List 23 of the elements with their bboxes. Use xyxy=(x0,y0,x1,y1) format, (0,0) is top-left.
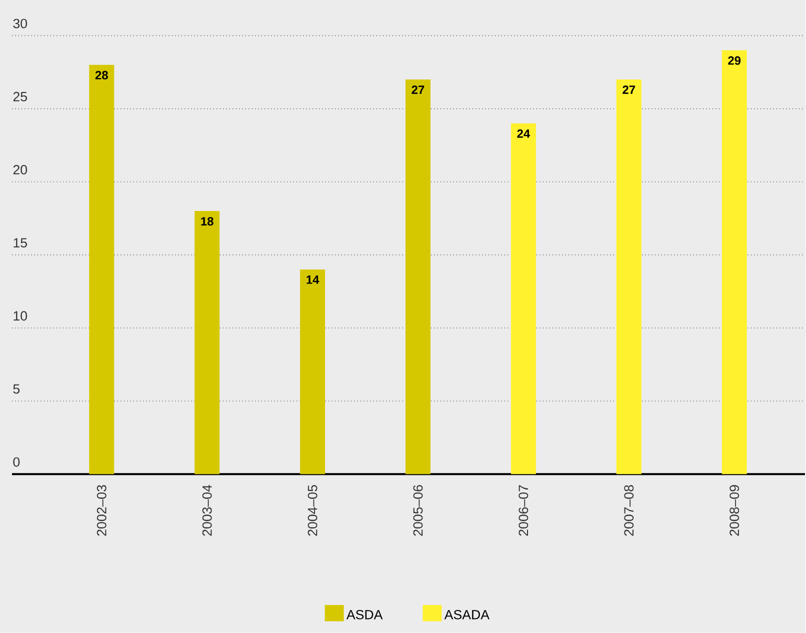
y-tick-label: 25 xyxy=(13,92,27,102)
x-tick-label: 2008–09 xyxy=(730,485,740,536)
data-label: 18 xyxy=(201,217,214,226)
data-label: 29 xyxy=(728,56,741,65)
data-label: 24 xyxy=(517,130,530,138)
y-tick-label: 0 xyxy=(13,457,20,467)
data-label: 28 xyxy=(95,71,108,80)
y-tick-label: 5 xyxy=(13,384,20,394)
x-tick-label: 2006–07 xyxy=(518,485,528,536)
data-label: 14 xyxy=(306,276,320,284)
x-tick-label: 2005–06 xyxy=(413,485,423,536)
y-tick-label: 10 xyxy=(14,311,28,321)
x-tick-label: 2004–05 xyxy=(308,485,318,536)
x-tick-label: 2002–03 xyxy=(96,485,106,536)
legend-label: ASDA xyxy=(346,610,383,620)
y-tick-label: 15 xyxy=(14,238,27,248)
x-tick-label: 2003–04 xyxy=(202,485,212,536)
x-tick-label: 2007–08 xyxy=(624,485,634,536)
data-label: 27 xyxy=(412,86,424,94)
y-tick-label: 20 xyxy=(13,165,28,175)
legend-label: ASADA xyxy=(444,610,490,620)
data-label: 27 xyxy=(622,86,636,94)
y-tick-label: 30 xyxy=(13,18,28,28)
